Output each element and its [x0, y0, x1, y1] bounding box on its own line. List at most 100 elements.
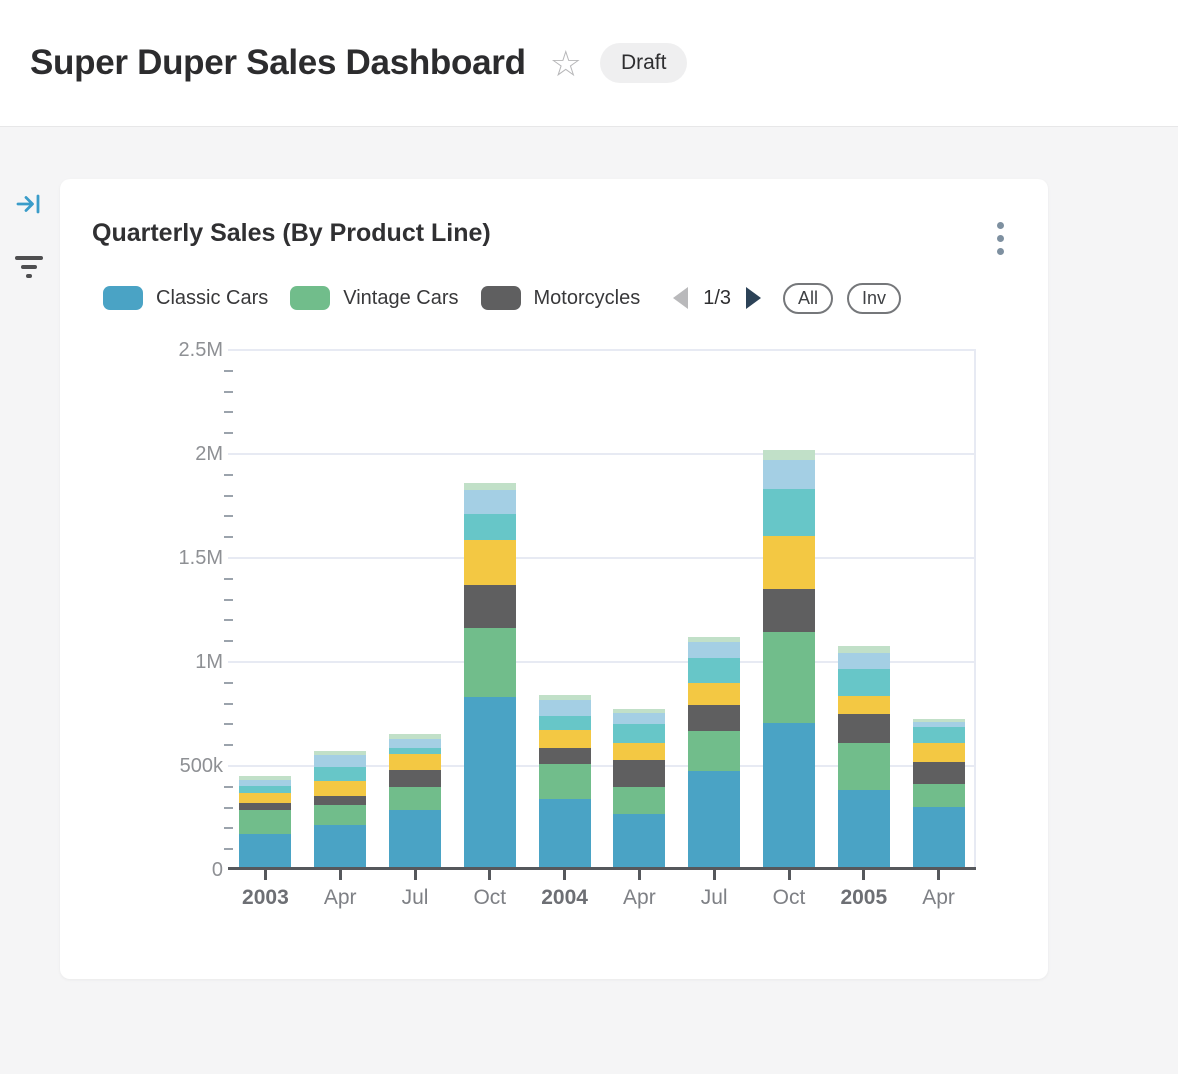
- bar-segment[interactable]: [613, 786, 666, 815]
- bar-segment[interactable]: [613, 712, 666, 724]
- y-minor-tick: [224, 515, 233, 518]
- x-axis-tick: [937, 870, 941, 880]
- bar-segment[interactable]: [613, 760, 666, 787]
- bar-segment[interactable]: [389, 733, 441, 739]
- bar-segment[interactable]: [538, 695, 591, 700]
- y-minor-tick: [224, 411, 233, 414]
- legend-item[interactable]: Classic Cars: [103, 286, 268, 310]
- stacked-bar: [837, 645, 890, 868]
- bar-segment[interactable]: [912, 806, 965, 868]
- bar-segment[interactable]: [314, 751, 367, 756]
- bar-segment[interactable]: [239, 779, 292, 787]
- bar-segment[interactable]: [389, 748, 441, 754]
- bar-segment[interactable]: [688, 771, 741, 868]
- y-minor-tick: [224, 785, 233, 788]
- bar-segment[interactable]: [912, 761, 965, 784]
- legend-item[interactable]: Vintage Cars: [290, 286, 459, 310]
- bar-segment[interactable]: [763, 631, 815, 724]
- legend-label: Classic Cars: [156, 286, 269, 309]
- bar-segment[interactable]: [314, 825, 367, 868]
- expand-panel-icon[interactable]: [15, 191, 43, 222]
- gridline: [228, 765, 976, 767]
- plot-right-border: [974, 350, 976, 870]
- bar-segment[interactable]: [912, 727, 965, 743]
- stacked-bar: [239, 776, 292, 868]
- legend-page-indicator: 1/3: [703, 286, 732, 309]
- bar-segment[interactable]: [538, 764, 591, 799]
- legend-next-icon[interactable]: [746, 287, 762, 309]
- y-minor-tick: [224, 702, 233, 705]
- bar-segment[interactable]: [688, 658, 741, 684]
- bar-segment[interactable]: [613, 723, 666, 743]
- bar-segment[interactable]: [837, 696, 890, 715]
- bar-segment[interactable]: [538, 798, 591, 868]
- bar-segment[interactable]: [314, 781, 367, 797]
- bar-segment[interactable]: [837, 652, 890, 670]
- bar-segment[interactable]: [314, 805, 367, 826]
- bar-segment[interactable]: [463, 514, 516, 541]
- bar-segment[interactable]: [688, 704, 741, 731]
- bar-segment[interactable]: [389, 786, 441, 810]
- legend-prev-icon[interactable]: [673, 287, 689, 309]
- bar-segment[interactable]: [239, 786, 292, 794]
- legend-swatch: [103, 286, 143, 310]
- bar-segment[interactable]: [538, 730, 591, 749]
- bar-segment[interactable]: [314, 766, 367, 782]
- kebab-menu-icon[interactable]: [995, 220, 1006, 257]
- bar-segment[interactable]: [538, 716, 591, 731]
- bar-segment[interactable]: [837, 645, 890, 653]
- bar-segment[interactable]: [912, 718, 965, 722]
- filter-icon[interactable]: [15, 256, 43, 278]
- bar-segment[interactable]: [688, 730, 741, 772]
- x-axis-tick-label: Apr: [922, 886, 955, 909]
- bar-segment[interactable]: [763, 535, 815, 590]
- legend-all-button[interactable]: All: [783, 282, 834, 314]
- bar-segment[interactable]: [912, 783, 965, 807]
- bar-segment[interactable]: [239, 803, 292, 811]
- bar-segment[interactable]: [239, 833, 292, 868]
- bar-segment[interactable]: [763, 449, 815, 461]
- bar-segment[interactable]: [389, 809, 441, 868]
- bar-segment[interactable]: [239, 776, 292, 780]
- bar-segment[interactable]: [688, 637, 741, 642]
- stacked-bar: [463, 482, 516, 868]
- star-outline-icon[interactable]: ☆: [549, 43, 582, 84]
- bar-segment[interactable]: [389, 770, 441, 787]
- bar-segment[interactable]: [912, 742, 965, 762]
- bar-segment[interactable]: [314, 796, 367, 806]
- bar-segment[interactable]: [613, 814, 666, 868]
- bar-segment[interactable]: [837, 742, 890, 790]
- bar-segment[interactable]: [763, 488, 815, 536]
- bar-segment[interactable]: [763, 589, 815, 632]
- bar-segment[interactable]: [912, 721, 965, 728]
- bar-segment[interactable]: [763, 460, 815, 489]
- bar-segment[interactable]: [463, 585, 516, 628]
- bar-segment[interactable]: [837, 669, 890, 697]
- bar-segment[interactable]: [538, 748, 591, 765]
- bar-segment[interactable]: [463, 540, 516, 586]
- legend-invert-button[interactable]: Inv: [847, 282, 902, 314]
- bar-segment[interactable]: [239, 793, 292, 804]
- bar-segment[interactable]: [463, 482, 516, 490]
- bar-segment[interactable]: [463, 627, 516, 697]
- x-axis-tick-label: Jul: [700, 886, 728, 909]
- bar-segment[interactable]: [837, 714, 890, 743]
- bar-segment[interactable]: [688, 641, 741, 659]
- bar-segment[interactable]: [538, 699, 591, 717]
- bar-segment[interactable]: [613, 742, 666, 761]
- x-axis-tick: [787, 870, 791, 880]
- bar-segment[interactable]: [463, 697, 516, 868]
- bar-segment[interactable]: [688, 683, 741, 705]
- legend-item[interactable]: Motorcycles: [480, 286, 640, 310]
- bar-segment[interactable]: [463, 489, 516, 515]
- x-axis-tick: [862, 870, 866, 880]
- bar-segment[interactable]: [389, 738, 441, 749]
- y-axis-tick-label: 2.5M: [178, 339, 223, 361]
- bar-segment[interactable]: [763, 723, 815, 868]
- bar-segment[interactable]: [613, 708, 666, 713]
- bar-segment[interactable]: [837, 789, 890, 868]
- bar-segment[interactable]: [314, 755, 367, 767]
- bar-segment[interactable]: [239, 810, 292, 834]
- stacked-bar: [389, 733, 441, 868]
- bar-segment[interactable]: [389, 753, 441, 771]
